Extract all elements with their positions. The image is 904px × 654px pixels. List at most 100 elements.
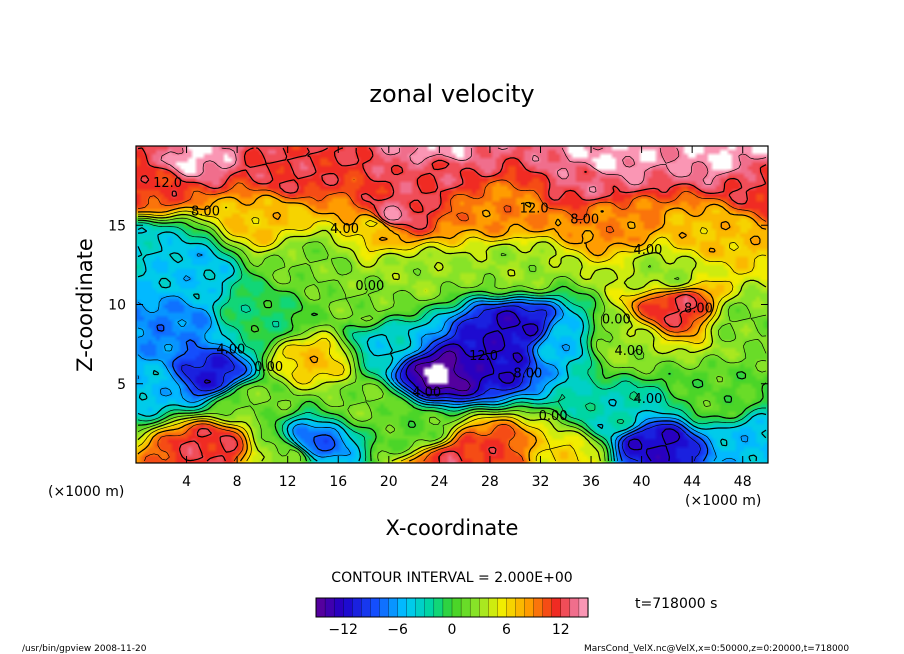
contour-line bbox=[137, 213, 767, 462]
colorbar-swatch bbox=[506, 597, 517, 618]
colorbar-swatch bbox=[551, 597, 562, 618]
x-axis-label: X-coordinate bbox=[386, 516, 519, 540]
colorbar-tick-label: −6 bbox=[387, 622, 408, 638]
colorbar-swatch bbox=[569, 597, 580, 618]
contour-label: 12.0 bbox=[469, 349, 498, 364]
colorbar-swatch bbox=[442, 597, 453, 618]
x-tick-label: 44 bbox=[683, 474, 701, 490]
colorbar-swatch bbox=[542, 597, 553, 618]
y-axis-label: Z-coordinate bbox=[73, 238, 97, 372]
contour-label: 4.00 bbox=[330, 222, 359, 237]
y-tick-label: 5 bbox=[117, 377, 126, 393]
contour-label: 0.00 bbox=[355, 279, 384, 294]
colorbar-swatch bbox=[560, 597, 571, 618]
y-tick-label: 15 bbox=[108, 218, 126, 234]
contour-label: 12.0 bbox=[153, 176, 182, 191]
contour-interval-text: CONTOUR INTERVAL = 2.000E+00 bbox=[331, 570, 572, 586]
x-unit-label-left: (×1000 m) bbox=[48, 484, 124, 500]
x-tick-label: 8 bbox=[233, 474, 242, 490]
colorbar-swatch bbox=[460, 597, 471, 618]
colorbar-swatch bbox=[497, 597, 507, 618]
colorbar-tick-label: −12 bbox=[328, 622, 358, 638]
contour-line bbox=[137, 179, 767, 462]
contour-line bbox=[160, 147, 767, 221]
colorbar-swatch bbox=[479, 597, 489, 618]
colorbar-swatch bbox=[533, 597, 544, 618]
contour-line bbox=[203, 310, 681, 462]
colorbar-swatch bbox=[370, 597, 381, 618]
x-unit-label-right: (×1000 m) bbox=[685, 493, 761, 509]
contour-line bbox=[137, 206, 767, 462]
colorbar-swatch bbox=[524, 597, 535, 618]
colorbar-swatch bbox=[315, 597, 326, 618]
x-tick-label: 48 bbox=[734, 474, 752, 490]
contour-line bbox=[137, 217, 767, 462]
footer-right: MarsCond_VelX.nc@VelX,x=0:50000,z=0:2000… bbox=[584, 644, 849, 654]
contour-label: 12.0 bbox=[520, 202, 549, 217]
colorbar-swatch bbox=[433, 597, 444, 618]
colorbar-swatch bbox=[578, 597, 589, 618]
contour-line bbox=[137, 227, 767, 462]
contour-label: 0.00 bbox=[539, 409, 568, 424]
x-tick-label: 36 bbox=[582, 474, 600, 490]
colorbar-swatch bbox=[361, 597, 371, 618]
contour-line bbox=[137, 222, 766, 462]
x-axis-ticks: 4 8 12 16 20 24 28 32 36 40 44 48 bbox=[182, 146, 752, 490]
chart-title: zonal velocity bbox=[369, 80, 534, 108]
colorbar-swatch bbox=[343, 597, 353, 618]
colorbar-frame bbox=[315, 597, 589, 618]
time-text: t=718000 s bbox=[635, 596, 717, 612]
contour-label: 8.00 bbox=[570, 213, 599, 228]
colorbar-tick-label: 0 bbox=[448, 622, 457, 638]
colorbar-swatch bbox=[488, 597, 498, 618]
contour-label: 0.00 bbox=[254, 360, 283, 375]
x-tick-label: 12 bbox=[279, 474, 297, 490]
heatmap-image bbox=[136, 146, 768, 463]
colorbar-swatch bbox=[397, 597, 408, 618]
x-tick-label: 24 bbox=[430, 474, 448, 490]
contour-line bbox=[137, 194, 767, 462]
x-tick-label: 4 bbox=[182, 474, 191, 490]
contour-line bbox=[181, 305, 701, 462]
contour-line bbox=[137, 147, 767, 462]
colorbar-swatch bbox=[451, 597, 462, 618]
contour-label: 4.00 bbox=[633, 243, 662, 258]
colorbar-swatch bbox=[515, 597, 526, 618]
colorbar-swatch bbox=[424, 597, 435, 618]
colorbar: −12 −6 0 6 12 bbox=[315, 597, 589, 638]
colorbar-swatch bbox=[469, 597, 480, 618]
x-tick-label: 20 bbox=[380, 474, 398, 490]
contour-labels: 12.0 8.00 4.00 12.0 8.00 4.00 0.00 8.00 0.00 4.00… bbox=[153, 176, 713, 424]
y-tick-label: 10 bbox=[108, 298, 126, 314]
colorbar-swatch bbox=[379, 597, 390, 618]
colorbar-swatch bbox=[352, 597, 362, 618]
y-axis-ticks: 5 10 15 bbox=[108, 218, 768, 393]
colorbar-tick-label: 6 bbox=[502, 622, 511, 638]
colorbar-ticks: −12 −6 0 6 12 bbox=[328, 622, 569, 638]
colorbar-swatch bbox=[324, 597, 335, 618]
x-tick-label: 40 bbox=[633, 474, 651, 490]
colorbar-swatches bbox=[315, 597, 589, 618]
colorbar-swatch bbox=[388, 597, 399, 618]
colorbar-swatch bbox=[406, 597, 417, 618]
contour-label: 8.00 bbox=[684, 301, 713, 316]
contour-label: 4.00 bbox=[633, 392, 662, 407]
heatmap-area bbox=[136, 146, 768, 463]
contour-line bbox=[156, 301, 709, 462]
contour-label: 4.00 bbox=[216, 343, 245, 358]
footer-left: /usr/bin/gpview 2008-11-20 bbox=[22, 644, 147, 654]
contour-line bbox=[137, 219, 767, 462]
colorbar-swatch bbox=[333, 597, 344, 618]
contour-label: 4.00 bbox=[412, 385, 441, 400]
contour-lines bbox=[137, 147, 767, 462]
contour-label: 0.00 bbox=[602, 313, 631, 328]
colorbar-swatch bbox=[415, 597, 426, 618]
x-tick-label: 28 bbox=[481, 474, 499, 490]
contour-line bbox=[414, 350, 471, 392]
contour-label: 8.00 bbox=[191, 205, 220, 220]
contour-label: 4.00 bbox=[614, 344, 643, 359]
x-tick-label: 16 bbox=[329, 474, 347, 490]
contour-line bbox=[137, 253, 749, 462]
contour-label: 8.00 bbox=[513, 366, 542, 381]
